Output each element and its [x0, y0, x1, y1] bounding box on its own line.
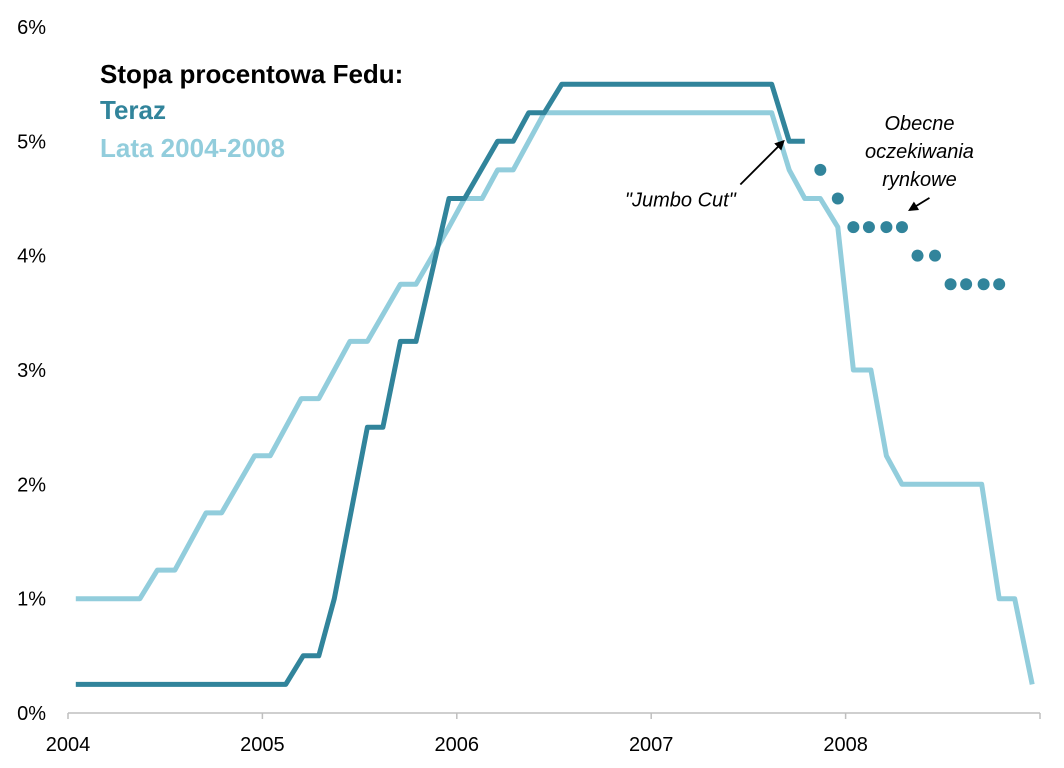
series-line-lata-2004-2008: [75, 110, 1035, 685]
series-point-obecne-oczekiwania-rynkowe: [831, 192, 844, 205]
x-tick-label: 2006: [435, 734, 480, 756]
annotation-layer: "Jumbo Cut" Obecne oczekiwania rynkowe: [625, 113, 974, 212]
series-point-obecne-oczekiwania-rynkowe: [895, 221, 908, 234]
series-point-obecne-oczekiwania-rynkowe: [847, 221, 860, 234]
y-tick-label: 6%: [17, 17, 46, 39]
y-tick-label: 4%: [17, 246, 46, 268]
x-tick-label: 2007: [629, 734, 674, 756]
y-tick-label: 2%: [17, 474, 46, 496]
legend: Stopa procentowa Fedu: Teraz Lata 2004-2…: [100, 59, 403, 163]
series-point-obecne-oczekiwania-rynkowe: [880, 221, 893, 234]
legend-title: Stopa procentowa Fedu:: [100, 59, 403, 89]
series-layer: [75, 81, 1035, 687]
series-line-teraz: [75, 81, 805, 687]
y-tick-label: 3%: [17, 360, 46, 382]
annotation-arrow-market-expectations: [908, 197, 930, 211]
x-tick-label: 2008: [823, 734, 868, 756]
series-point-obecne-oczekiwania-rynkowe: [862, 221, 875, 234]
y-tick-label: 5%: [17, 131, 46, 153]
y-tick-label: 0%: [17, 703, 46, 725]
annotation-line: "Jumbo Cut": [625, 190, 737, 212]
series-point-obecne-oczekiwania-rynkowe: [944, 278, 957, 291]
annotation-market-expectations: Obecne oczekiwania rynkowe: [865, 113, 974, 191]
x-tick-label: 2004: [46, 734, 91, 756]
annotation-jumbo-cut: "Jumbo Cut": [625, 190, 737, 212]
series-point-obecne-oczekiwania-rynkowe: [814, 163, 827, 176]
series-point-obecne-oczekiwania-rynkowe: [993, 278, 1006, 291]
legend-entry-lata-2004-2008: Lata 2004-2008: [100, 133, 285, 163]
annotation-line: oczekiwania: [865, 141, 974, 163]
axes: 2004 2005 2006 2007 2008 0% 1% 2% 3% 4% 5% 6%: [17, 17, 1041, 756]
annotation-line: rynkowe: [882, 169, 956, 191]
series-point-obecne-oczekiwania-rynkowe: [929, 249, 942, 262]
y-tick-label: 1%: [17, 589, 46, 611]
annotation-line: Obecne: [884, 113, 954, 135]
annotation-arrow-jumbo-cut: [739, 139, 785, 186]
series-point-obecne-oczekiwania-rynkowe: [977, 278, 990, 291]
x-tick-label: 2005: [240, 734, 285, 756]
series-point-obecne-oczekiwania-rynkowe: [911, 249, 924, 262]
series-point-obecne-oczekiwania-rynkowe: [960, 278, 973, 291]
legend-entry-teraz: Teraz: [100, 95, 166, 125]
